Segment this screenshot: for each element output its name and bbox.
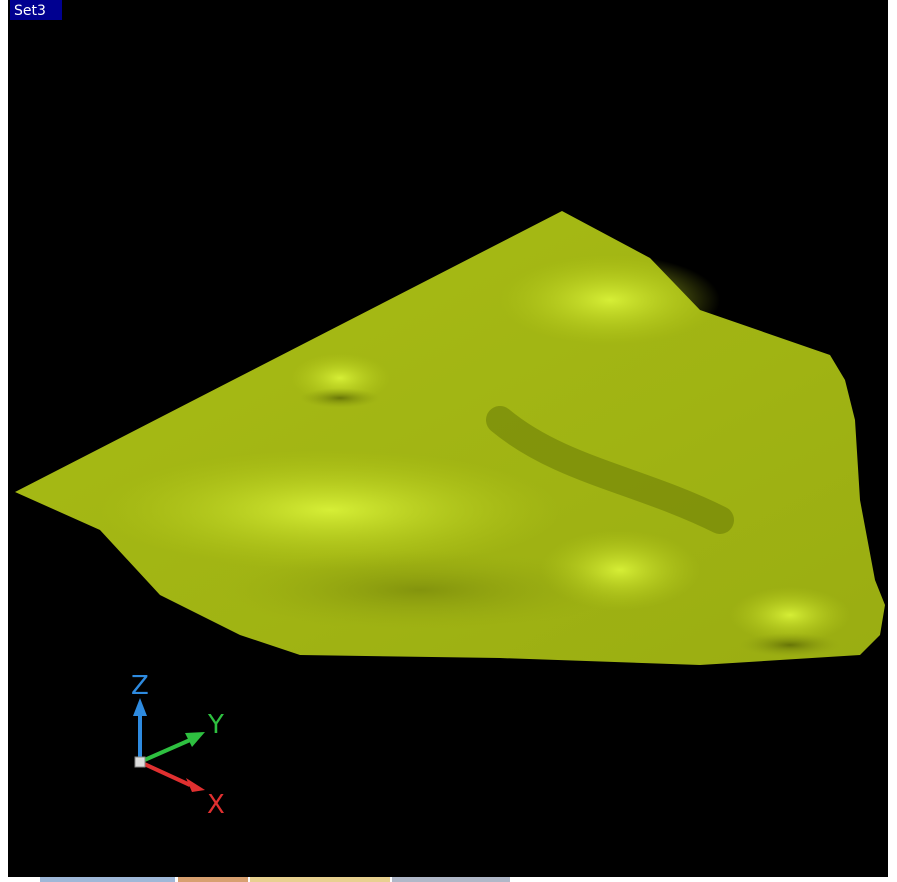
bottom-tabs bbox=[40, 877, 510, 882]
page: Set3 Z Y X (() => { const data = JSON.pa… bbox=[0, 0, 897, 882]
axis-label-z: Z bbox=[131, 671, 149, 701]
cad-viewport: Set3 Z Y X bbox=[0, 0, 897, 882]
axis-label-x: X bbox=[207, 790, 225, 820]
viewport-label: Set3 bbox=[14, 3, 46, 19]
axis-label-y: Y bbox=[207, 710, 224, 740]
